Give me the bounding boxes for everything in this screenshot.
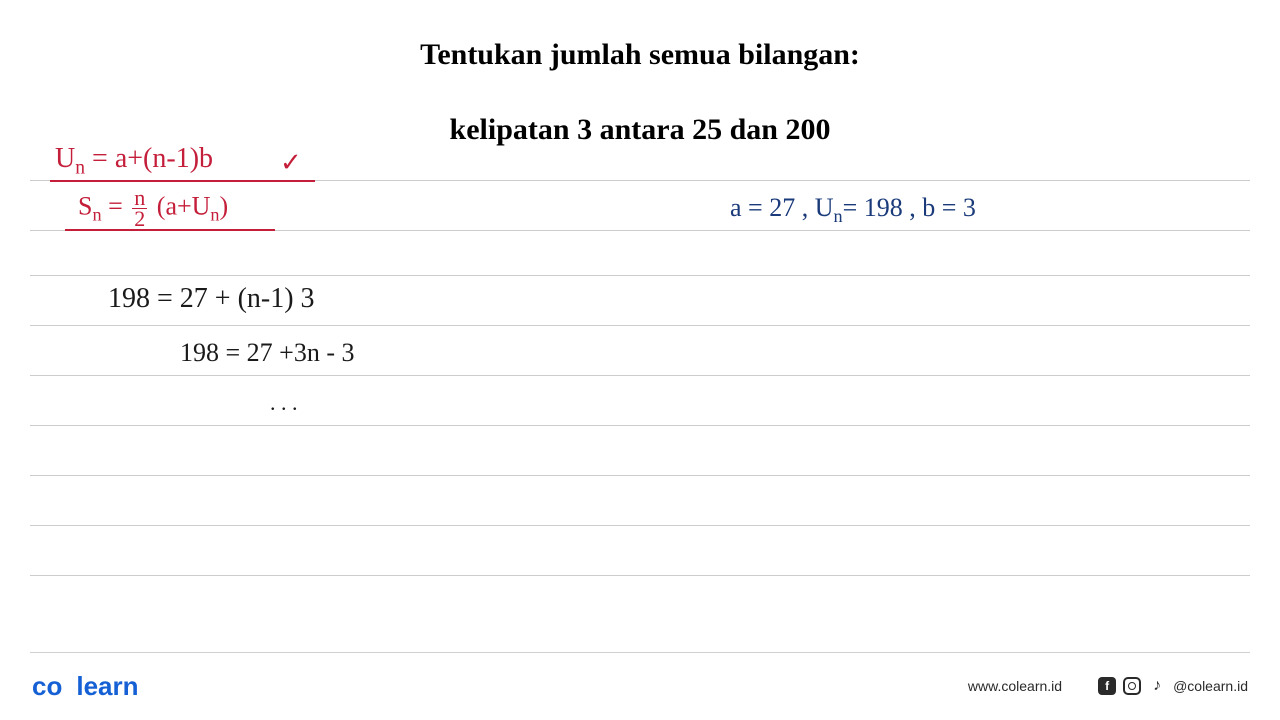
footer-divider [30, 652, 1250, 653]
footer-url: www.colearn.id [968, 678, 1062, 694]
equation-step-2: 198 = 27 +3n - 3 [180, 338, 354, 368]
problem-title-line-2: kelipatan 3 antara 25 dan 200 [450, 113, 831, 147]
underline-red [65, 229, 275, 231]
formula-sn-red: Sn = n2 (a+Un) [78, 188, 228, 229]
facebook-icon: f [1098, 677, 1116, 695]
colearn-logo: colearn [32, 671, 139, 702]
ruled-line [30, 275, 1250, 276]
instagram-icon [1123, 677, 1141, 695]
ruled-line [30, 475, 1250, 476]
social-icons-group: f ♪ @colearn.id [1098, 677, 1248, 695]
social-handle: @colearn.id [1173, 678, 1248, 694]
ruled-line [30, 325, 1250, 326]
ellipsis-dots: . . . [270, 390, 298, 416]
underline-red [50, 180, 315, 182]
ruled-line [30, 375, 1250, 376]
footer-bar: colearn www.colearn.id f ♪ @colearn.id [0, 652, 1280, 720]
equation-step-1: 198 = 27 + (n-1) 3 [108, 283, 315, 315]
formula-un-red: Un = a+(n-1)b [55, 143, 213, 180]
footer-right-group: www.colearn.id f ♪ @colearn.id [968, 677, 1248, 695]
problem-title-line-1: Tentukan jumlah semua bilangan: [420, 38, 860, 72]
tiktok-icon: ♪ [1148, 677, 1166, 695]
ruled-line [30, 425, 1250, 426]
variables-blue: a = 27 , Un= 198 , b = 3 [730, 193, 976, 227]
ruled-line [30, 575, 1250, 576]
ruled-line [30, 525, 1250, 526]
checkmark-icon: ✓ [280, 148, 302, 178]
